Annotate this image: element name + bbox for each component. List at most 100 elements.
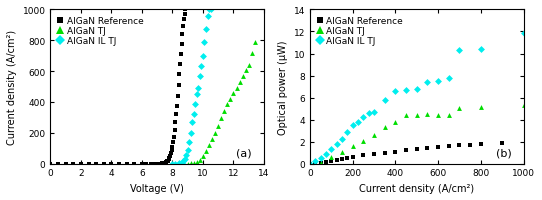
AlGaN IL TJ [188,132,194,134]
AlGaN IL TJ [339,139,345,141]
AlGaN TJ [227,98,234,101]
AlGaN TJ [456,107,463,110]
AlGaN TJ [224,104,230,106]
AlGaN TJ [221,110,228,113]
AlGaN IL TJ [203,29,209,32]
AlGaN IL TJ [435,80,441,83]
AlGaN Reference [139,163,145,165]
AlGaN Reference [167,155,173,157]
AlGaN IL TJ [182,158,188,160]
AlGaN TJ [446,114,452,116]
AlGaN Reference [131,163,138,165]
AlGaN Reference [164,160,170,163]
AlGaN Reference [162,162,168,164]
AlGaN IL TJ [206,9,212,12]
AlGaN TJ [520,105,527,107]
AlGaN Reference [166,157,173,159]
AlGaN TJ [328,156,334,158]
AlGaN Reference [116,163,122,165]
AlGaN IL TJ [333,143,340,145]
Text: (a): (a) [236,148,252,158]
AlGaN Reference [312,162,319,164]
AlGaN Reference [392,151,398,153]
AlGaN IL TJ [424,82,431,84]
AlGaN Reference [93,163,99,165]
AlGaN Reference [78,163,84,165]
AlGaN Reference [328,160,334,162]
AlGaN Reference [143,163,150,165]
AlGaN TJ [212,132,218,134]
AlGaN Reference [62,163,69,165]
AlGaN Reference [456,145,463,147]
AlGaN Reference [172,121,179,124]
AlGaN TJ [193,161,200,163]
AlGaN Reference [182,14,188,16]
AlGaN TJ [218,117,224,120]
Line: AlGaN Reference: AlGaN Reference [308,141,504,166]
AlGaN TJ [318,162,324,164]
AlGaN TJ [184,163,191,165]
AlGaN IL TJ [456,50,463,52]
AlGaN IL TJ [191,114,197,116]
AlGaN Reference [333,159,340,162]
AlGaN Reference [424,147,431,149]
AlGaN TJ [191,162,197,164]
AlGaN IL TJ [198,66,205,68]
AlGaN IL TJ [184,149,191,151]
AlGaN TJ [307,163,313,165]
AlGaN TJ [360,140,366,142]
AlGaN TJ [251,41,258,44]
AlGaN IL TJ [403,89,409,92]
AlGaN Reference [156,163,162,165]
AlGaN Reference [414,148,420,150]
AlGaN TJ [392,121,398,123]
AlGaN IL TJ [201,41,208,44]
AlGaN IL TJ [520,32,527,35]
AlGaN Reference [108,163,115,165]
AlGaN Reference [339,158,345,161]
AlGaN Reference [467,144,473,146]
AlGaN Reference [174,105,180,107]
AlGaN TJ [435,114,441,116]
AlGaN Reference [179,34,185,36]
AlGaN Reference [499,142,506,145]
AlGaN Reference [173,114,179,116]
Line: AlGaN IL TJ: AlGaN IL TJ [170,8,213,166]
AlGaN TJ [240,75,246,78]
AlGaN IL TJ [199,55,206,58]
AlGaN IL TJ [414,88,420,90]
Line: AlGaN Reference: AlGaN Reference [48,8,188,166]
AlGaN TJ [249,52,255,55]
AlGaN Reference [382,152,388,154]
AlGaN Reference [157,163,164,165]
AlGaN Reference [124,163,130,165]
AlGaN Reference [435,146,441,148]
AlGaN IL TJ [192,103,198,105]
AlGaN Reference [162,162,169,164]
AlGaN TJ [339,151,345,153]
AlGaN Reference [169,146,176,148]
AlGaN Reference [171,136,177,138]
AlGaN TJ [246,64,252,67]
AlGaN Reference [160,162,166,165]
AlGaN IL TJ [178,162,185,164]
AlGaN IL TJ [312,160,319,163]
AlGaN Reference [55,163,61,165]
AlGaN IL TJ [197,75,203,78]
AlGaN IL TJ [371,111,377,114]
AlGaN Reference [182,9,189,12]
AlGaN Reference [350,156,356,158]
AlGaN IL TJ [186,141,192,144]
AlGaN Reference [85,163,92,165]
AlGaN IL TJ [344,131,351,133]
AlGaN TJ [209,138,215,140]
AlGaN Reference [165,158,172,161]
AlGaN IL TJ [350,124,356,127]
AlGaN IL TJ [183,154,189,157]
AlGaN Reference [180,18,187,21]
AlGaN TJ [230,92,237,94]
Line: AlGaN TJ: AlGaN TJ [178,40,257,166]
AlGaN TJ [177,163,183,165]
AlGaN IL TJ [175,162,182,165]
AlGaN IL TJ [189,121,196,124]
